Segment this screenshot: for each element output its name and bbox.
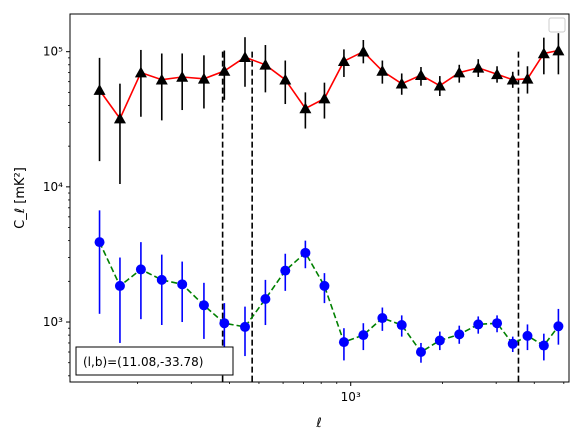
data-point xyxy=(176,70,189,82)
x-tick-label: 10³ xyxy=(341,390,361,404)
data-point xyxy=(507,338,518,349)
data-point xyxy=(319,280,330,291)
data-point xyxy=(396,320,407,331)
plot-frame xyxy=(69,13,570,383)
data-point xyxy=(299,102,312,114)
data-point xyxy=(414,69,427,80)
data-point xyxy=(454,329,465,340)
series-layer xyxy=(93,33,565,363)
series-1 xyxy=(94,210,564,363)
data-point xyxy=(279,73,292,85)
data-point xyxy=(376,64,389,76)
data-point xyxy=(218,64,231,76)
data-point xyxy=(491,68,504,80)
data-point xyxy=(338,337,349,348)
data-point xyxy=(113,112,126,124)
data-point xyxy=(472,61,485,73)
annotation-box: (l,b)=(11.08,-33.78) xyxy=(75,346,234,376)
data-point xyxy=(259,58,272,70)
y-axis-label: C_ℓ [mK²] xyxy=(13,167,28,229)
data-point xyxy=(492,318,503,329)
y-tick-label: 10⁵ xyxy=(43,45,63,59)
data-point xyxy=(94,237,105,248)
data-point xyxy=(377,313,388,324)
data-point xyxy=(538,340,549,351)
data-point xyxy=(395,77,408,89)
data-point xyxy=(198,300,209,311)
data-point xyxy=(537,47,550,59)
data-point xyxy=(358,330,369,341)
data-point xyxy=(219,318,230,329)
series-0 xyxy=(93,33,565,184)
data-point xyxy=(177,279,188,290)
data-point xyxy=(318,92,331,104)
legend-box xyxy=(548,17,566,33)
data-point xyxy=(337,55,350,67)
annotation-text: (l,b)=(11.08,-33.78) xyxy=(83,355,203,369)
data-point xyxy=(433,79,446,91)
data-point xyxy=(93,84,106,95)
data-point xyxy=(521,72,534,84)
plot-background xyxy=(70,14,569,382)
data-point xyxy=(415,347,426,358)
data-point xyxy=(155,73,168,85)
data-point xyxy=(280,265,291,276)
data-point xyxy=(239,321,250,332)
data-point xyxy=(552,44,565,56)
data-point xyxy=(156,274,167,285)
data-point xyxy=(357,45,370,57)
data-point xyxy=(473,319,484,330)
data-point xyxy=(506,73,519,85)
data-point xyxy=(114,280,125,291)
data-point xyxy=(453,66,466,78)
data-point xyxy=(522,330,533,341)
data-point xyxy=(434,335,445,346)
data-point xyxy=(260,294,271,305)
data-point xyxy=(553,321,564,332)
data-point xyxy=(134,66,147,78)
x-axis-label: ℓ xyxy=(315,416,321,431)
data-point xyxy=(197,72,210,84)
data-point xyxy=(135,264,146,275)
data-point xyxy=(238,51,251,63)
y-tick-label: 10⁴ xyxy=(43,180,63,194)
data-point xyxy=(300,247,311,258)
axes: 10³ 10⁴ 10⁵ 10³ xyxy=(43,45,565,404)
y-tick-label: 10³ xyxy=(43,315,63,329)
